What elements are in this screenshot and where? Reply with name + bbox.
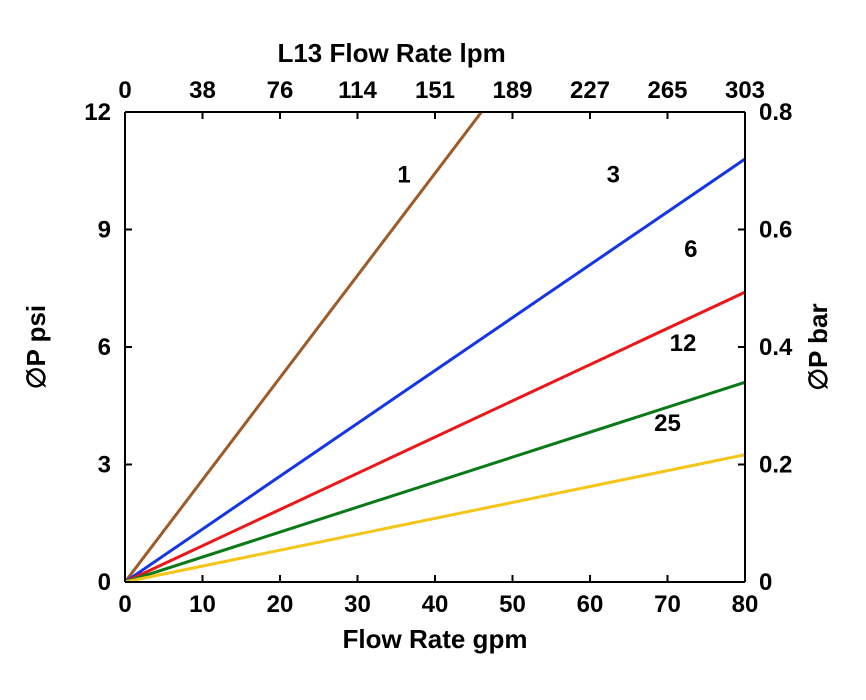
y-right-label: ∅P bar bbox=[803, 303, 833, 390]
y-left-label: ∅P psi bbox=[21, 305, 51, 389]
y-right-tick: 0.4 bbox=[759, 334, 793, 361]
y-left-tick: 3 bbox=[98, 452, 111, 479]
x-bottom-tick: 70 bbox=[654, 591, 681, 618]
x-top-tick: 114 bbox=[338, 77, 377, 104]
flow-rate-chart: 0102030405060708003876114151189227265303… bbox=[0, 0, 866, 700]
x-top-tick: 227 bbox=[570, 77, 610, 104]
x-top-tick: 76 bbox=[267, 77, 294, 104]
x-bottom-label: Flow Rate gpm bbox=[343, 624, 528, 654]
chart-title-top: L13 Flow Rate lpm bbox=[277, 38, 505, 68]
y-right-tick: 0.6 bbox=[759, 217, 792, 244]
y-right-tick: 0.8 bbox=[759, 99, 792, 126]
y-left-tick: 12 bbox=[84, 99, 111, 126]
series-label-3: 3 bbox=[607, 162, 620, 189]
y-right-tick: 0 bbox=[759, 569, 772, 596]
series-label-1: 1 bbox=[397, 162, 410, 189]
series-label-6: 6 bbox=[684, 236, 697, 263]
series-label-12: 12 bbox=[670, 330, 697, 357]
series-label-25: 25 bbox=[654, 410, 681, 437]
y-left-tick: 6 bbox=[98, 334, 111, 361]
x-bottom-tick: 60 bbox=[577, 591, 604, 618]
x-bottom-tick: 80 bbox=[732, 591, 759, 618]
x-bottom-tick: 10 bbox=[189, 591, 216, 618]
x-bottom-tick: 0 bbox=[118, 591, 131, 618]
y-left-tick: 9 bbox=[98, 217, 111, 244]
y-left-tick: 0 bbox=[98, 569, 111, 596]
chart-svg: 0102030405060708003876114151189227265303… bbox=[0, 0, 866, 700]
x-top-tick: 0 bbox=[118, 77, 131, 104]
x-bottom-tick: 50 bbox=[499, 591, 526, 618]
x-bottom-tick: 40 bbox=[422, 591, 449, 618]
x-top-tick: 265 bbox=[647, 77, 687, 104]
y-right-tick: 0.2 bbox=[759, 452, 792, 479]
x-top-tick: 38 bbox=[189, 77, 216, 104]
x-top-tick: 189 bbox=[492, 77, 532, 104]
x-bottom-tick: 20 bbox=[267, 591, 294, 618]
x-bottom-tick: 30 bbox=[344, 591, 371, 618]
x-top-tick: 151 bbox=[415, 77, 455, 104]
